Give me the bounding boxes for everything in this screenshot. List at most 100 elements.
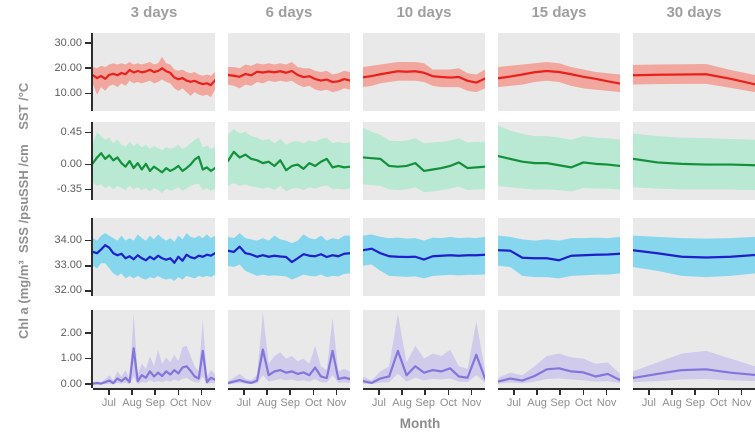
y-tick-label: 33.00 bbox=[54, 259, 82, 272]
confidence-ribbon bbox=[93, 313, 215, 385]
time-series-plot bbox=[633, 235, 755, 278]
y-axis-line-SSH bbox=[91, 122, 93, 200]
x-tick-mark bbox=[671, 390, 673, 395]
x-tick-label: Aug bbox=[257, 397, 277, 409]
confidence-ribbon bbox=[363, 127, 485, 193]
x-tick-label: Oct bbox=[709, 397, 727, 409]
mean-line bbox=[363, 70, 485, 84]
panel-Chl-a-15-days bbox=[498, 310, 620, 388]
time-series-plot bbox=[228, 61, 350, 93]
panel-SSH-10-days bbox=[363, 122, 485, 200]
panel-Chl-a-6-days bbox=[228, 310, 350, 388]
x-tick-label: Nov bbox=[596, 397, 617, 409]
panel-SSS-3-days bbox=[93, 218, 215, 296]
panel-SSS-10-days bbox=[363, 218, 485, 296]
y-tick-mark bbox=[85, 290, 91, 292]
time-series-plot bbox=[93, 56, 215, 98]
y-tick-mark bbox=[85, 239, 91, 242]
mean-line bbox=[93, 152, 215, 174]
x-tick-mark bbox=[131, 390, 133, 395]
time-series-plot bbox=[228, 233, 350, 280]
mean-line bbox=[228, 150, 350, 172]
x-tick-mark bbox=[108, 390, 110, 395]
y-tick-label: 1.00 bbox=[60, 352, 82, 365]
x-tick-label: Aug bbox=[662, 397, 682, 409]
x-tick-mark bbox=[289, 390, 291, 395]
mean-line bbox=[633, 157, 755, 167]
x-axis-line bbox=[498, 388, 620, 390]
y-tick-label: -0.35 bbox=[56, 182, 82, 195]
y-tick-mark bbox=[85, 188, 91, 191]
y-tick-label: 34.00 bbox=[54, 234, 82, 247]
x-tick-mark bbox=[536, 390, 538, 395]
time-series-plot bbox=[633, 133, 755, 191]
panel-SSS-15-days bbox=[498, 218, 620, 296]
x-axis-line bbox=[93, 388, 215, 390]
mean-line bbox=[228, 69, 350, 84]
confidence-ribbon bbox=[363, 234, 485, 279]
confidence-ribbon bbox=[228, 312, 350, 385]
x-axis-line bbox=[633, 388, 755, 390]
confidence-ribbon bbox=[228, 129, 350, 192]
y-tick-mark bbox=[85, 67, 91, 69]
x-axis-line bbox=[363, 388, 485, 390]
y-tick-mark bbox=[85, 383, 91, 385]
y-tick-mark bbox=[85, 332, 91, 334]
x-tick-mark bbox=[648, 390, 650, 395]
y-tick-mark bbox=[85, 163, 91, 166]
y-tick-mark bbox=[85, 265, 91, 267]
y-tick-mark bbox=[85, 131, 91, 134]
time-series-plot bbox=[228, 129, 350, 192]
x-tick-mark bbox=[200, 390, 203, 395]
x-tick-mark bbox=[694, 390, 696, 395]
time-series-plot bbox=[498, 125, 620, 192]
time-series-plot bbox=[498, 353, 620, 384]
mean-line bbox=[498, 69, 620, 85]
x-tick-label: Oct bbox=[574, 397, 592, 409]
x-tick-label: Nov bbox=[191, 397, 212, 409]
time-series-plot bbox=[363, 313, 485, 385]
x-tick-label: Aug bbox=[122, 397, 142, 409]
x-tick-mark bbox=[177, 390, 180, 395]
x-tick-mark bbox=[470, 390, 473, 395]
x-tick-label: Jul bbox=[101, 397, 116, 409]
y-axis-line-SST bbox=[91, 33, 93, 111]
column-header-15-days: 15 days bbox=[531, 4, 587, 21]
column-header-30-days: 30 days bbox=[666, 4, 722, 21]
mean-line bbox=[363, 156, 485, 173]
panel-SSH-3-days bbox=[93, 122, 215, 200]
confidence-ribbon bbox=[363, 61, 485, 93]
confidence-ribbon bbox=[228, 233, 350, 280]
y-tick-label: 32.00 bbox=[54, 284, 82, 297]
panel-Chl-a-3-days bbox=[93, 310, 215, 388]
mean-line bbox=[93, 244, 215, 264]
mean-line bbox=[363, 247, 485, 261]
x-tick-mark bbox=[312, 390, 315, 395]
x-tick-mark bbox=[605, 390, 608, 395]
y-axis-title-line2: SSH /cm SST /°C bbox=[15, 82, 31, 197]
x-tick-mark bbox=[401, 390, 403, 395]
mean-line bbox=[93, 67, 215, 87]
x-tick-label: Sep bbox=[415, 397, 435, 409]
x-tick-label: Sep bbox=[145, 397, 165, 409]
column-header-10-days: 10 days bbox=[396, 4, 452, 21]
panel-SSH-6-days bbox=[228, 122, 350, 200]
x-tick-label: Nov bbox=[461, 397, 482, 409]
mean-line bbox=[498, 154, 620, 169]
time-series-plot bbox=[633, 350, 755, 383]
y-tick-mark bbox=[85, 357, 91, 360]
panel-SSS-6-days bbox=[228, 218, 350, 296]
mean-line bbox=[498, 367, 620, 383]
panel-SST-10-days bbox=[363, 33, 485, 111]
time-series-plot bbox=[228, 312, 350, 385]
y-tick-label: 0.00 bbox=[60, 158, 82, 171]
x-tick-label: Oct bbox=[169, 397, 187, 409]
y-axis-title-line1: Chl a (mg/m³ SSS /psu bbox=[15, 197, 31, 340]
x-tick-mark bbox=[243, 390, 245, 395]
y-tick-mark bbox=[85, 92, 91, 95]
y-tick-label: 30.00 bbox=[54, 36, 82, 49]
confidence-ribbon bbox=[228, 61, 350, 93]
mean-line bbox=[228, 245, 350, 264]
x-tick-label: Nov bbox=[326, 397, 347, 409]
